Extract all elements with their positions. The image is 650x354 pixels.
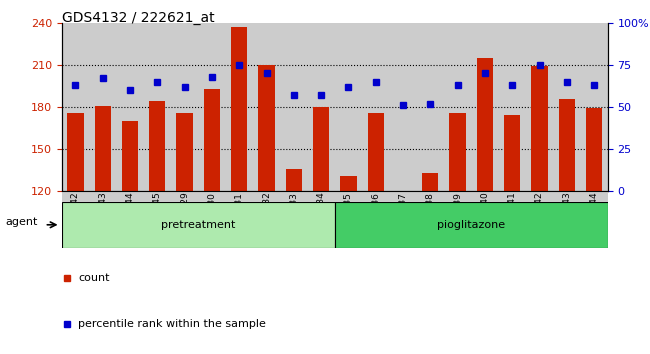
- Bar: [171, 23, 198, 191]
- Bar: [580, 23, 608, 191]
- Text: pretreatment: pretreatment: [161, 220, 235, 230]
- Bar: [149, 102, 166, 354]
- Bar: [340, 176, 357, 354]
- Bar: [62, 202, 335, 248]
- Bar: [499, 23, 526, 191]
- Text: GSM201843: GSM201843: [562, 192, 571, 246]
- Bar: [389, 191, 417, 202]
- Text: GSM201839: GSM201839: [453, 192, 462, 247]
- Bar: [94, 106, 111, 354]
- Text: pioglitazone: pioglitazone: [437, 220, 505, 230]
- Bar: [116, 191, 144, 202]
- Bar: [144, 191, 171, 202]
- Text: count: count: [78, 273, 110, 282]
- Bar: [307, 23, 335, 191]
- Bar: [586, 108, 603, 354]
- Text: GSM201831: GSM201831: [235, 192, 244, 247]
- Text: GSM201840: GSM201840: [480, 192, 489, 246]
- Bar: [389, 23, 417, 191]
- Bar: [444, 23, 471, 191]
- Bar: [258, 65, 275, 354]
- Text: GSM201832: GSM201832: [262, 192, 271, 246]
- Bar: [62, 23, 89, 191]
- Bar: [476, 58, 493, 354]
- Text: GSM201844: GSM201844: [590, 192, 599, 246]
- Bar: [198, 191, 226, 202]
- Bar: [307, 191, 335, 202]
- Bar: [499, 191, 526, 202]
- Bar: [335, 191, 362, 202]
- Bar: [62, 191, 89, 202]
- Text: GSM201841: GSM201841: [508, 192, 517, 246]
- Text: GSM201837: GSM201837: [398, 192, 408, 247]
- Text: agent: agent: [5, 217, 37, 228]
- Bar: [226, 191, 253, 202]
- Bar: [89, 23, 116, 191]
- Bar: [203, 89, 220, 354]
- Bar: [144, 23, 171, 191]
- Bar: [116, 23, 144, 191]
- Bar: [526, 23, 553, 191]
- Text: GSM201838: GSM201838: [426, 192, 435, 247]
- Bar: [176, 113, 193, 354]
- Bar: [226, 23, 253, 191]
- Bar: [417, 23, 444, 191]
- Text: GSM201842: GSM201842: [535, 192, 544, 246]
- Text: GSM201836: GSM201836: [371, 192, 380, 247]
- Bar: [553, 23, 580, 191]
- Bar: [526, 191, 553, 202]
- Bar: [171, 191, 198, 202]
- Text: GSM201834: GSM201834: [317, 192, 326, 246]
- Text: GDS4132 / 222621_at: GDS4132 / 222621_at: [62, 11, 214, 25]
- Bar: [122, 121, 138, 354]
- Bar: [198, 23, 226, 191]
- Bar: [253, 23, 280, 191]
- Bar: [444, 191, 471, 202]
- Bar: [531, 67, 548, 354]
- Text: GSM201545: GSM201545: [153, 192, 162, 246]
- Bar: [362, 23, 389, 191]
- Text: GSM201544: GSM201544: [125, 192, 135, 246]
- Bar: [335, 202, 608, 248]
- Bar: [553, 191, 580, 202]
- Text: GSM201543: GSM201543: [98, 192, 107, 246]
- Text: GSM201835: GSM201835: [344, 192, 353, 247]
- Bar: [558, 99, 575, 354]
- Bar: [253, 191, 280, 202]
- Bar: [471, 191, 499, 202]
- Bar: [67, 113, 84, 354]
- Text: GSM201833: GSM201833: [289, 192, 298, 247]
- Text: GSM201829: GSM201829: [180, 192, 189, 246]
- Bar: [471, 23, 499, 191]
- Bar: [367, 113, 384, 354]
- Text: GSM201542: GSM201542: [71, 192, 80, 246]
- Bar: [417, 191, 444, 202]
- Bar: [313, 107, 330, 354]
- Bar: [231, 27, 248, 354]
- Bar: [395, 193, 411, 354]
- Bar: [89, 191, 116, 202]
- Bar: [449, 113, 466, 354]
- Bar: [422, 173, 439, 354]
- Bar: [280, 23, 307, 191]
- Bar: [580, 191, 608, 202]
- Text: percentile rank within the sample: percentile rank within the sample: [78, 319, 266, 329]
- Bar: [285, 169, 302, 354]
- Bar: [504, 115, 521, 354]
- Bar: [335, 23, 362, 191]
- Text: GSM201830: GSM201830: [207, 192, 216, 247]
- Bar: [280, 191, 307, 202]
- Bar: [362, 191, 389, 202]
